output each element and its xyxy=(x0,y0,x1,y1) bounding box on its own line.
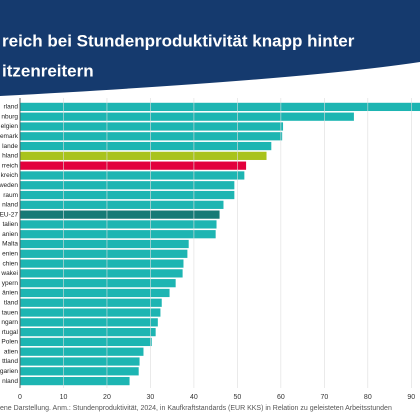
bar xyxy=(20,269,183,278)
y-tick-label: EU-27 xyxy=(0,211,18,218)
x-tick-label: 20 xyxy=(103,394,111,401)
y-tick-label: wakei xyxy=(0,270,18,277)
y-tick-label: tland xyxy=(4,299,18,306)
y-tick-label: nland xyxy=(2,202,18,209)
y-tick-label: hland xyxy=(2,153,18,160)
bar xyxy=(20,161,247,170)
y-tick-label: talien xyxy=(2,221,18,228)
bar xyxy=(20,141,272,151)
y-tick-label: anien xyxy=(2,231,18,238)
y-tick-label: tauen xyxy=(2,309,19,316)
x-tick-label: 60 xyxy=(277,394,285,401)
bar xyxy=(20,171,245,180)
bar xyxy=(20,376,130,386)
y-tick-label: Polen xyxy=(1,339,18,346)
y-tick-label: enien xyxy=(2,251,18,258)
bar xyxy=(20,220,217,229)
y-tick-label: rtugal xyxy=(2,329,19,336)
bar xyxy=(20,347,144,356)
y-tick-label: nland xyxy=(2,378,18,385)
x-tick-label: 0 xyxy=(18,394,22,401)
bar xyxy=(20,102,420,112)
x-tick-label: 40 xyxy=(190,394,198,401)
bar xyxy=(20,367,139,376)
bar xyxy=(20,249,188,258)
bar xyxy=(20,298,162,307)
bar xyxy=(20,122,284,131)
bar xyxy=(20,190,235,200)
bar xyxy=(20,337,152,347)
x-tick-label: 80 xyxy=(364,394,372,401)
bar xyxy=(20,132,283,141)
x-tick-label: 90 xyxy=(407,394,415,401)
y-tick-label: ngarn xyxy=(1,319,18,326)
x-tick-label: 30 xyxy=(147,394,155,401)
y-tick-label: kreich xyxy=(1,172,19,179)
x-tick-label: 70 xyxy=(320,394,328,401)
footnote: ene Darstellung. Anm.: Stundenproduktivi… xyxy=(0,405,392,412)
x-tick-label: 10 xyxy=(60,394,68,401)
y-tick-label: ypern xyxy=(2,280,19,287)
bar xyxy=(20,318,158,327)
y-tick-label: chien xyxy=(2,260,18,267)
header-band xyxy=(0,0,420,96)
bar xyxy=(20,181,235,190)
x-tick-label: 50 xyxy=(233,394,241,401)
bar xyxy=(20,357,140,366)
bar xyxy=(20,112,354,121)
y-tick-label: rreich xyxy=(2,162,19,169)
bar xyxy=(20,239,189,249)
bar xyxy=(20,230,216,239)
y-tick-label: emark xyxy=(0,133,19,140)
y-tick-label: ttland xyxy=(2,358,18,365)
bar xyxy=(20,328,156,337)
y-tick-label: nburg xyxy=(1,113,18,120)
y-tick-label: rland xyxy=(4,104,19,111)
y-tick-label: raum xyxy=(3,192,18,199)
title-line: reich bei Stundenproduktivität knapp hin… xyxy=(2,31,355,50)
y-tick-label: Malta xyxy=(2,241,18,248)
y-tick-label: elgien xyxy=(1,123,19,130)
bar xyxy=(20,279,176,288)
bar xyxy=(20,259,184,268)
bar xyxy=(20,288,170,298)
y-tick-label: atien xyxy=(4,348,18,355)
y-tick-label: weden xyxy=(0,182,18,189)
bar xyxy=(20,308,161,317)
bar xyxy=(20,210,220,219)
bar xyxy=(20,151,267,160)
title-line: itzenreitern xyxy=(2,61,94,80)
bar xyxy=(20,200,224,209)
y-tick-label: garien xyxy=(0,368,18,375)
y-tick-label: änien xyxy=(2,290,18,297)
y-tick-label: lande xyxy=(2,143,18,150)
